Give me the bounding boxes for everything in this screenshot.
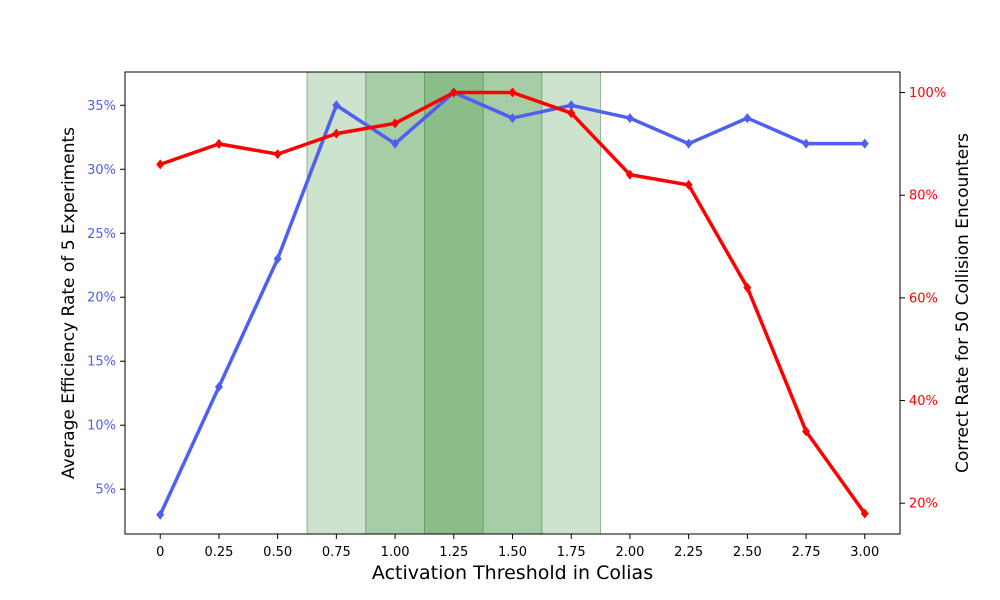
- right-y-tick-label: 20%: [909, 497, 938, 512]
- series-point-left: [214, 381, 223, 392]
- x-tick-label: 1.25: [439, 545, 468, 560]
- right-y-tick-label: 100%: [909, 86, 946, 101]
- series-point-left: [860, 138, 869, 149]
- x-tick-label: 2.50: [733, 545, 762, 560]
- x-tick-label: 3.00: [850, 545, 879, 560]
- right-y-axis-label: Correct Rate for 50 Collision Encounters: [953, 133, 973, 473]
- left-y-axis: 5% 10% 15% 20% 25% 30% 35%: [87, 99, 125, 498]
- series-point-right: [449, 87, 458, 98]
- series-point-right: [684, 179, 693, 190]
- series-point-right: [567, 108, 576, 119]
- series-point-right: [743, 282, 752, 293]
- right-y-tick-label: 60%: [909, 291, 938, 306]
- series-point-right: [508, 87, 517, 98]
- right-y-tick-label: 40%: [909, 394, 938, 409]
- x-tick-label: 0.75: [322, 545, 351, 560]
- x-tick-label: 2.25: [674, 545, 703, 560]
- x-tick-label: 0.50: [263, 545, 292, 560]
- x-tick-label: 2.75: [792, 545, 821, 560]
- right-y-axis: 20% 40% 60% 80% 100%: [900, 86, 946, 512]
- series-point-left: [332, 100, 341, 111]
- shaded-band-1: [306, 71, 602, 535]
- plot-frame: [124, 71, 901, 535]
- left-y-tick-label: 15%: [87, 355, 116, 370]
- series-point-right: [625, 169, 634, 180]
- series-point-left: [743, 113, 752, 124]
- shaded-band-2: [365, 71, 543, 535]
- series-point-right: [156, 159, 165, 170]
- series-point-right: [860, 508, 869, 519]
- x-axis: 0 0.25 0.50 0.75 1.00 1.25 1.50 1.75 2.00 2.25 2.5…: [156, 534, 879, 560]
- series-point-left: [802, 138, 811, 149]
- series-point-right: [391, 118, 400, 129]
- left-y-axis-label: Average Efficiency Rate of 5 Experiments: [59, 127, 79, 479]
- series-point-right: [273, 149, 282, 160]
- left-y-tick-label: 5%: [95, 483, 116, 498]
- x-tick-label: 0: [156, 545, 164, 560]
- left-y-tick-label: 30%: [87, 163, 116, 178]
- left-y-tick-label: 25%: [87, 227, 116, 242]
- x-tick-label: 1.50: [498, 545, 527, 560]
- x-tick-label: 1.75: [557, 545, 586, 560]
- shaded-band-3: [423, 71, 484, 535]
- series-point-left: [567, 100, 576, 111]
- series-point-left: [156, 509, 165, 520]
- x-tick-label: 1.00: [381, 545, 410, 560]
- series-group: [156, 87, 869, 520]
- x-axis-label: Activation Threshold in Colias: [372, 562, 653, 584]
- left-y-tick-label: 20%: [87, 291, 116, 306]
- series-point-left: [508, 113, 517, 124]
- series-point-left: [625, 113, 634, 124]
- series-point-right: [214, 138, 223, 149]
- series-point-right: [802, 426, 811, 437]
- x-tick-label: 0.25: [204, 545, 233, 560]
- left-y-tick-label: 10%: [87, 419, 116, 434]
- x-tick-label: 2.00: [615, 545, 644, 560]
- right-y-tick-label: 80%: [909, 189, 938, 204]
- series-point-left: [391, 138, 400, 149]
- threshold-bands: [306, 71, 602, 535]
- series-point-left: [273, 253, 282, 264]
- left-y-tick-label: 35%: [87, 99, 116, 114]
- series-point-left: [684, 138, 693, 149]
- series-point-right: [332, 128, 341, 139]
